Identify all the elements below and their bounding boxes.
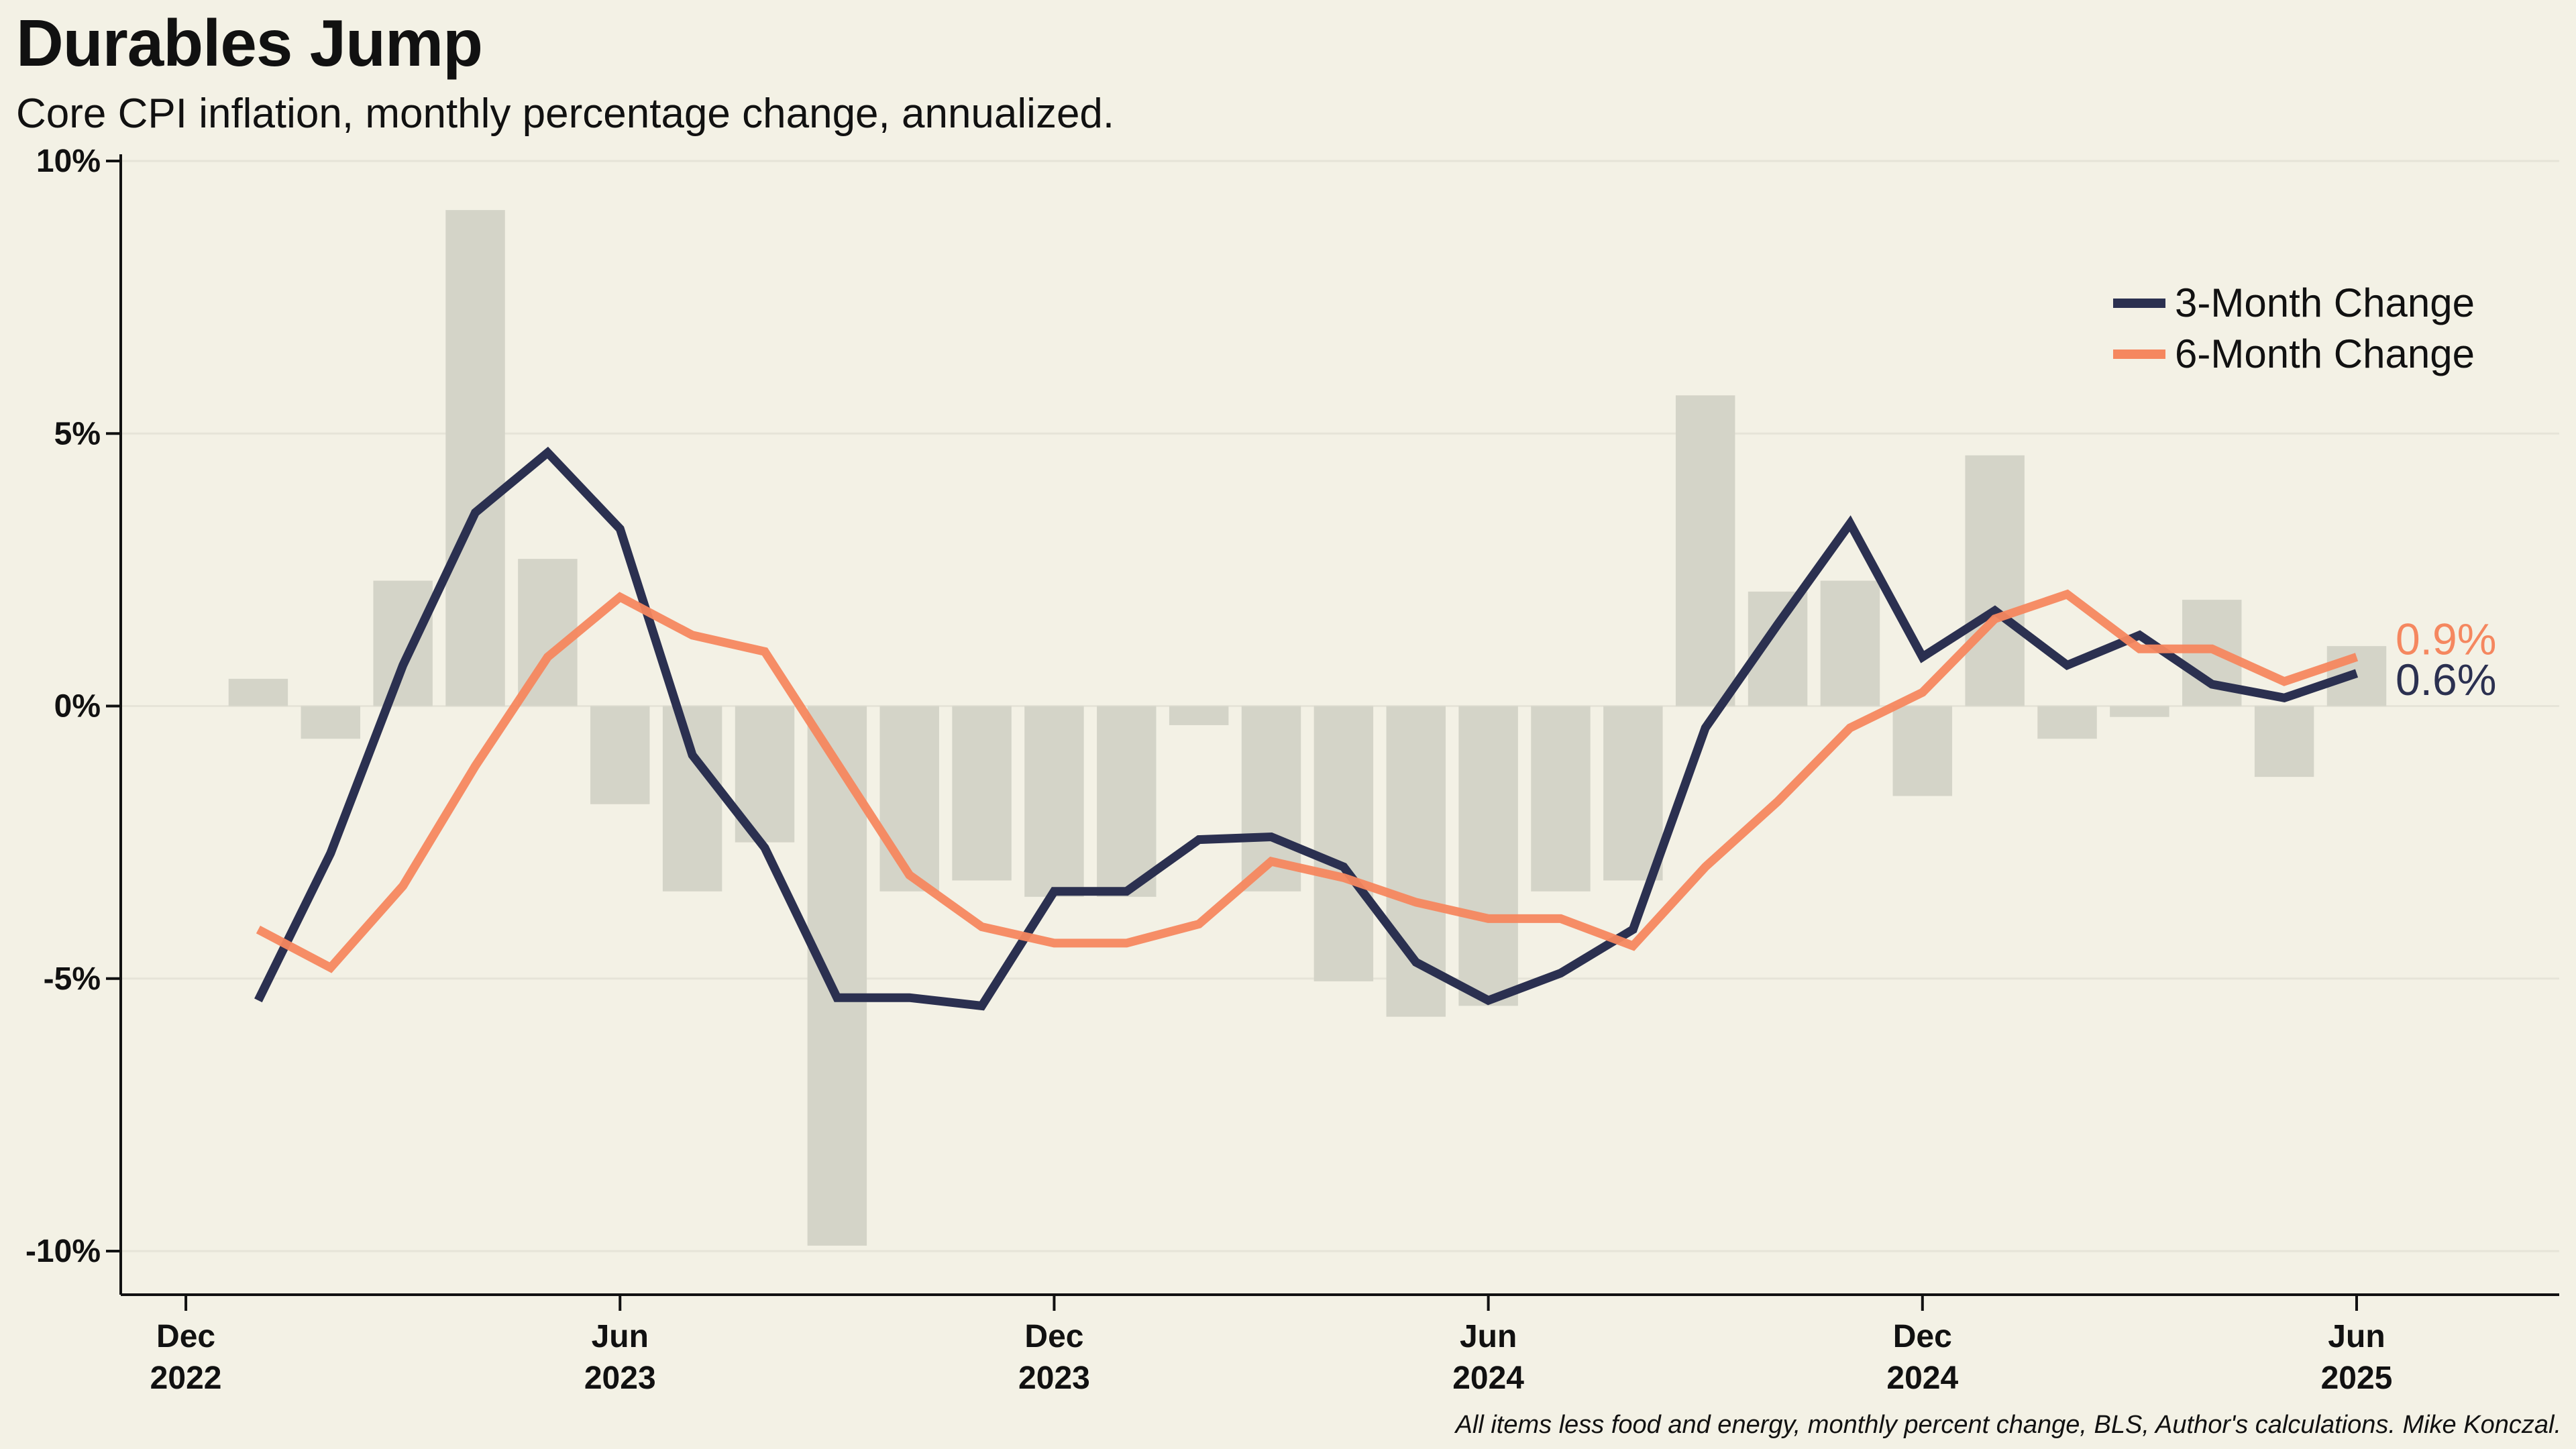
monthly-bar — [2037, 706, 2097, 739]
monthly-bar — [1675, 395, 1735, 706]
monthly-bar — [228, 678, 288, 706]
legend-label: 6-Month Change — [2175, 331, 2475, 376]
chart-title: Durables Jump — [16, 6, 483, 80]
monthly-bar — [662, 706, 722, 892]
series-line-3-month — [254, 446, 2359, 1011]
chart-subtitle: Core CPI inflation, monthly percentage c… — [16, 91, 1115, 137]
x-tick-label-year: 2025 — [2321, 1360, 2393, 1396]
monthly-bar — [879, 706, 939, 892]
x-tick-label-year: 2024 — [1886, 1360, 1958, 1396]
x-tick-label-month: Dec — [1893, 1319, 1952, 1354]
monthly-bar — [1531, 706, 1591, 892]
monthly-bar — [1892, 706, 1953, 796]
monthly-bar — [1097, 706, 1157, 897]
y-tick-label: 10% — [36, 144, 101, 179]
monthly-bar — [1820, 580, 1880, 706]
legend-label: 3-Month Change — [2175, 280, 2475, 325]
monthly-bar — [1169, 706, 1229, 725]
monthly-bar — [590, 706, 650, 804]
monthly-bar — [445, 210, 505, 706]
monthly-bar — [1965, 455, 2025, 706]
series-line-6-month — [256, 589, 2359, 973]
monthly-bar — [2254, 706, 2314, 777]
monthly-bar — [952, 706, 1012, 881]
end-value-label: 0.9% — [2396, 614, 2496, 663]
y-tick-label: 0% — [54, 689, 101, 724]
monthly-bar — [1603, 706, 1663, 881]
x-tick-label-month: Jun — [592, 1319, 649, 1354]
end-value-label: 0.6% — [2396, 655, 2496, 704]
monthly-bar — [1458, 706, 1518, 1006]
y-tick-label: 5% — [54, 416, 101, 451]
monthly-bar — [1024, 706, 1084, 897]
monthly-bar — [373, 580, 433, 706]
monthly-bar — [807, 706, 867, 1246]
x-tick-label-year: 2023 — [584, 1360, 656, 1396]
monthly-bar — [301, 706, 361, 739]
x-tick-label-month: Dec — [156, 1319, 215, 1354]
x-tick-label-month: Jun — [1460, 1319, 1517, 1354]
x-tick-label-year: 2022 — [150, 1360, 222, 1396]
y-tick-label: -10% — [25, 1234, 101, 1269]
monthly-bar — [2110, 706, 2169, 717]
x-tick-label-year: 2024 — [1452, 1360, 1524, 1396]
x-tick-label-year: 2023 — [1018, 1360, 1090, 1396]
y-tick-label: -5% — [44, 961, 101, 997]
chart-caption: All items less food and energy, monthly … — [1455, 1411, 2561, 1439]
monthly-bar — [1313, 706, 1374, 981]
x-tick-label-month: Jun — [2328, 1319, 2385, 1354]
x-tick-label-month: Dec — [1024, 1319, 1083, 1354]
